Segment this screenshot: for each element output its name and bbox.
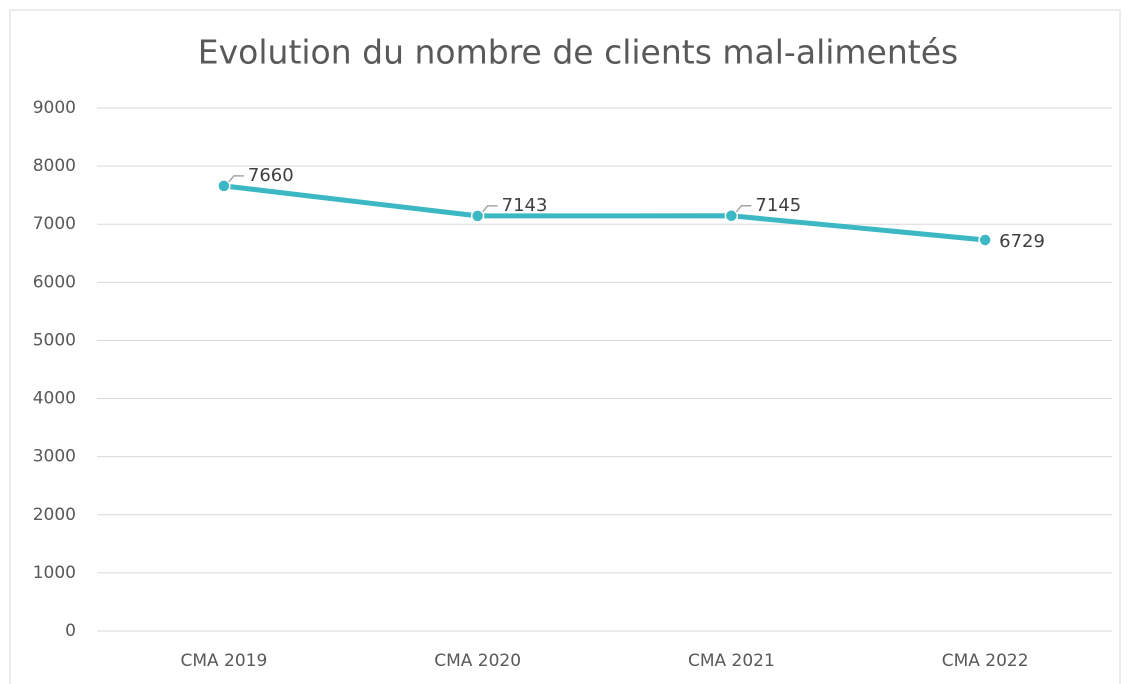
y-tick-label: 4000	[33, 389, 76, 409]
leader-line	[228, 175, 244, 183]
data-label: 7145	[755, 195, 801, 216]
chart-title: Evolution du nombre de clients mal-alime…	[198, 33, 958, 72]
y-tick-label: 0	[65, 621, 76, 641]
x-tick-label: CMA 2019	[180, 651, 267, 671]
y-tick-label: 9000	[33, 98, 76, 118]
y-tick-label: 1000	[33, 563, 76, 583]
leader-line	[482, 205, 498, 213]
y-tick-label: 8000	[33, 156, 76, 176]
marker	[470, 209, 485, 223]
y-tick-label: 7000	[33, 214, 76, 234]
x-tick-label: CMA 2021	[688, 651, 775, 671]
y-tick-label: 2000	[33, 505, 76, 525]
data-label: 6729	[999, 231, 1045, 252]
line	[223, 183, 986, 243]
data-label: 7660	[248, 165, 294, 186]
marker	[217, 179, 231, 193]
marker	[724, 209, 739, 223]
marker	[978, 233, 992, 247]
y-tick-label: 3000	[33, 447, 76, 467]
x-tick-label: CMA 2022	[942, 651, 1029, 671]
x-tick-label: CMA 2020	[434, 651, 521, 671]
chart-border	[9, 9, 1121, 684]
data-label: 7143	[502, 195, 548, 216]
y-tick-label: 6000	[33, 272, 76, 292]
y-tick-label: 5000	[33, 330, 76, 350]
leader-line	[735, 205, 752, 213]
